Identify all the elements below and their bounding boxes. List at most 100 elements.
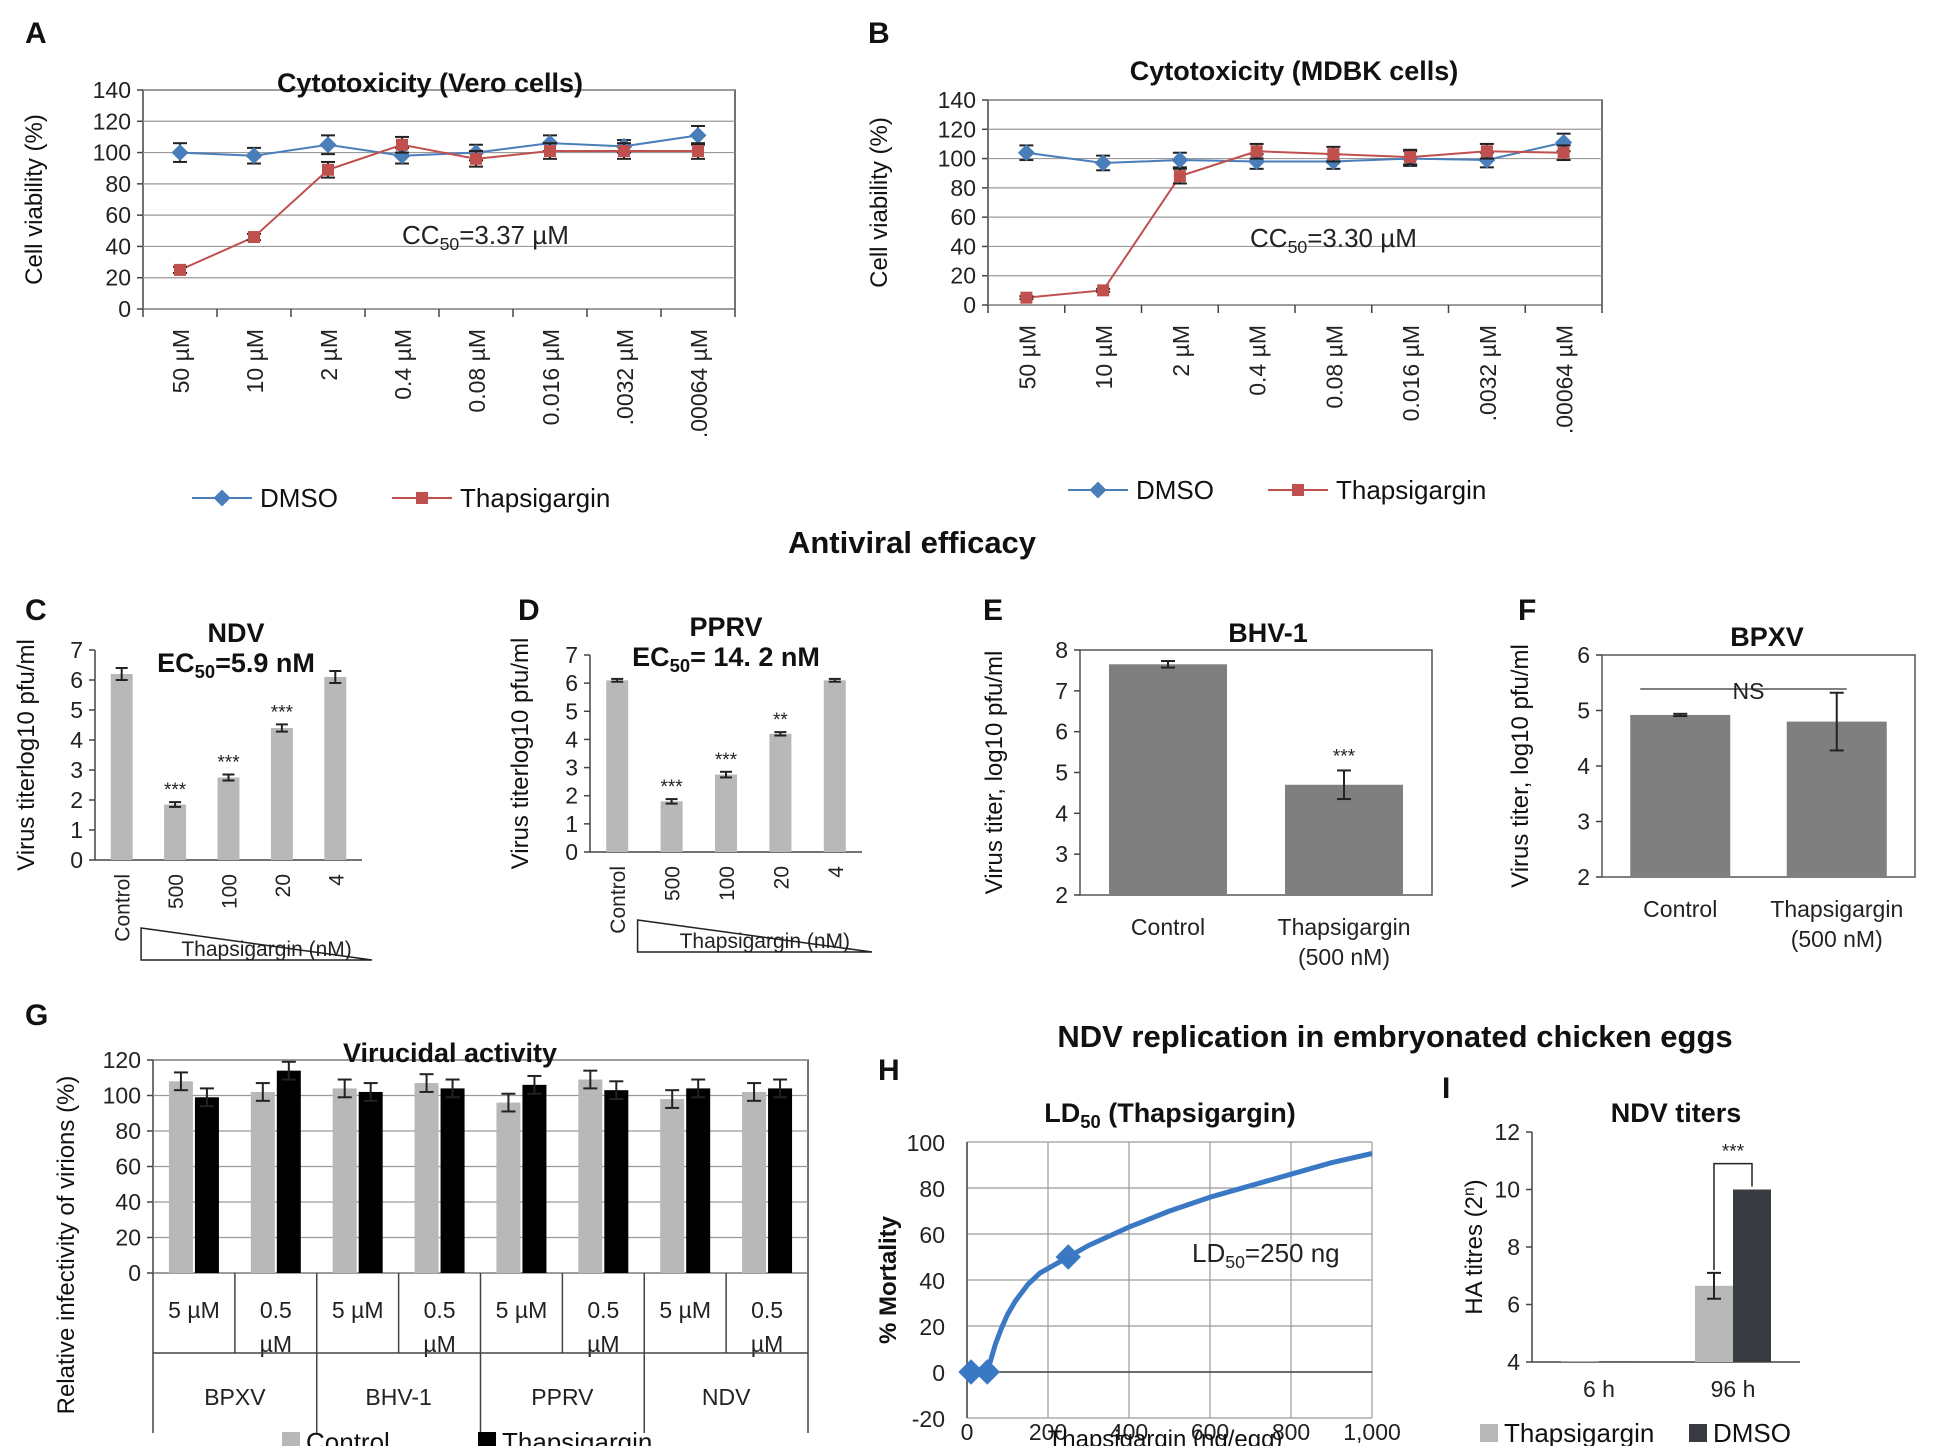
panel-f-ytick-label: 3 xyxy=(1577,809,1590,835)
panel-b-point-dmso xyxy=(1171,151,1189,169)
panel-b-title: Cytotoxicity (MDBK cells) xyxy=(1130,56,1459,86)
panel-a-xtick-label: .0032 µM xyxy=(612,329,638,425)
panel-c-bar xyxy=(270,728,293,860)
panel-i-ytick-label: 4 xyxy=(1507,1349,1520,1375)
panel-g-xtick-label: 0.5 xyxy=(587,1297,619,1323)
panel-d-ytick-label: 3 xyxy=(565,755,578,781)
panel-c-ytick-label: 5 xyxy=(70,697,83,723)
panel-c-wedge-label: Thapsigargin (nM) xyxy=(181,938,351,961)
panel-g-ytick-label: 80 xyxy=(115,1118,141,1144)
panel-f-ytick-label: 6 xyxy=(1577,642,1590,668)
panel-a-point-dmso xyxy=(689,126,707,144)
panel-d-significance-stars: *** xyxy=(715,750,738,771)
panel-i-significance-stars: *** xyxy=(1722,1142,1745,1163)
panel-i-title: NDV titers xyxy=(1611,1098,1742,1128)
panel-i-significance-bracket xyxy=(1713,1162,1753,1270)
panel-a-xtick-label: 0.08 µM xyxy=(464,329,490,413)
panel-g-bar-control xyxy=(250,1091,275,1273)
panel-g-bar-thapsigargin xyxy=(440,1088,465,1273)
panel-g-group-label: BPXV xyxy=(204,1384,266,1410)
panel-g-xtick-label: 0.5 xyxy=(751,1297,783,1323)
panel-h-label: H xyxy=(878,1054,900,1087)
panel-f-ns-label: NS xyxy=(1733,678,1765,704)
panel-c-significance-stars: *** xyxy=(217,753,240,774)
panel-g-xtick-label: 5 µM xyxy=(659,1297,711,1323)
panel-i-legend-thapsigargin: Thapsigargin xyxy=(1504,1418,1654,1446)
panel-f-bar xyxy=(1630,714,1731,877)
panel-g-bar-control xyxy=(496,1102,521,1273)
panel-a-point-dmso xyxy=(393,147,411,165)
panel-h-xtick-label: 400 xyxy=(1110,1419,1148,1445)
panel-g-bar-control xyxy=(578,1079,603,1273)
panel-a-xtick-label: 0.4 µM xyxy=(390,329,416,400)
panel-d-xtick-label: 100 xyxy=(716,866,739,901)
panel-d-ytick-label: 7 xyxy=(565,642,578,668)
panel-d-ytick-label: 6 xyxy=(565,670,578,696)
panel-e-ytick-label: 7 xyxy=(1055,678,1068,704)
panel-g-bar-control xyxy=(168,1081,193,1273)
panel-g-xtick-label: 5 µM xyxy=(332,1297,384,1323)
panel-b-ytick-label: 60 xyxy=(950,204,976,230)
panel-a-point-thapsigargin xyxy=(470,152,482,165)
panel-a-ytick-label: 140 xyxy=(93,77,131,103)
panel-b-point-thapsigargin xyxy=(1557,146,1570,159)
panel-a-ylabel: Cell viability (%) xyxy=(21,114,48,285)
panel-g-ytick-label: 40 xyxy=(115,1189,141,1215)
panel-h-ytick-label: -20 xyxy=(912,1406,945,1432)
panel-a-xtick-label: 2 µM xyxy=(316,329,342,381)
panel-c-title: NDV xyxy=(207,618,264,648)
panel-a-title: Cytotoxicity (Vero cells) xyxy=(277,68,583,98)
panel-b-legend-marker-thapsigargin xyxy=(1292,484,1304,496)
panel-c-xtick-label: Control xyxy=(112,874,135,942)
panel-a-plot-frame xyxy=(142,89,736,310)
panel-b-xtick-label: 2 µM xyxy=(1168,325,1194,377)
panel-a-point-dmso xyxy=(171,144,189,162)
panel-i-legend-dmso: DMSO xyxy=(1713,1418,1791,1446)
panel-g-group-label: BHV-1 xyxy=(365,1384,431,1410)
panel-d-xtick-label: 20 xyxy=(770,866,793,889)
panel-d-concentration-wedge xyxy=(636,919,873,953)
panel-d-xtick-label: 500 xyxy=(662,866,685,901)
panel-h-ytick-label: 40 xyxy=(919,1268,945,1294)
panel-e-xtick-label: Control xyxy=(1131,914,1205,940)
panel-h-data-point xyxy=(974,1359,1000,1385)
panel-a-ytick-label: 60 xyxy=(105,202,131,228)
panel-b-xtick-label: 0.4 µM xyxy=(1245,325,1271,396)
panel-a-ytick-label: 20 xyxy=(105,265,131,291)
panel-h-xlabel: Thapsigargin (ng/egg) xyxy=(1048,1426,1283,1446)
panel-e-ytick-label: 4 xyxy=(1055,800,1068,826)
panel-d-ec50-annotation: EC50= 14. 2 nM xyxy=(632,642,820,676)
panel-g-bar-thapsigargin xyxy=(768,1088,793,1273)
panel-b-xtick-label: 10 µM xyxy=(1091,325,1117,389)
panel-h-title: LD50 (Thapsigargin) xyxy=(1044,1098,1295,1132)
panel-c-significance-stars: *** xyxy=(271,702,294,723)
panel-b-ytick-label: 40 xyxy=(950,233,976,259)
panel-e-bar xyxy=(1109,664,1227,895)
panel-d-ytick-label: 5 xyxy=(565,698,578,724)
panel-a-point-dmso xyxy=(319,136,337,154)
panel-d-bar xyxy=(823,680,846,852)
panel-d-ytick-label: 4 xyxy=(565,726,578,752)
panel-f-ytick-label: 2 xyxy=(1577,864,1590,890)
panel-a-line-dmso xyxy=(179,134,699,157)
panel-i-bar-thapsigargin xyxy=(1561,1361,1599,1362)
panel-b-legend-thapsigargin: Thapsigargin xyxy=(1336,475,1486,505)
panel-b-line-thapsigargin xyxy=(1026,150,1564,299)
panel-c-ytick-label: 0 xyxy=(70,847,83,873)
panel-i-legend-swatch-dmso xyxy=(1689,1424,1707,1442)
panel-b-ytick-label: 0 xyxy=(963,292,976,318)
panel-a-legend-marker-thapsigargin xyxy=(416,492,428,504)
panel-b-xtick-label: .0032 µM xyxy=(1475,325,1501,421)
panel-g-bar-control xyxy=(660,1099,685,1273)
panel-b-point-thapsigargin xyxy=(1480,145,1493,158)
panel-h-ytick-label: 100 xyxy=(907,1130,945,1156)
panel-c-ytick-label: 4 xyxy=(70,727,83,753)
panel-d-bar xyxy=(769,733,792,852)
panel-c-ytick-label: 3 xyxy=(70,757,83,783)
panel-h-ytick-label: 80 xyxy=(919,1176,945,1202)
panel-g-ytick-label: 120 xyxy=(103,1047,141,1073)
panel-f-xtick-label: (500 nM) xyxy=(1791,926,1883,952)
panel-b-xtick-label: 0.016 µM xyxy=(1398,325,1424,421)
panel-a-label: A xyxy=(25,17,47,50)
panel-a-point-thapsigargin xyxy=(174,263,186,276)
